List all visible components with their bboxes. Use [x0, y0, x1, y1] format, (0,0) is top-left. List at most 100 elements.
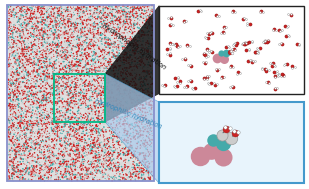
Point: [63, 116, 68, 119]
Point: [117, 54, 122, 57]
Point: [16, 29, 21, 32]
Point: [141, 30, 146, 33]
Point: [124, 150, 129, 153]
Point: [70, 57, 75, 60]
Point: [36, 89, 41, 92]
Point: [102, 19, 107, 22]
Point: [48, 5, 53, 8]
Point: [39, 100, 44, 103]
Point: [14, 87, 19, 90]
Point: [92, 11, 97, 14]
Point: [38, 38, 43, 41]
Point: [111, 175, 116, 178]
Point: [88, 97, 93, 100]
Point: [19, 108, 24, 111]
Point: [103, 164, 108, 167]
Point: [12, 46, 17, 49]
Point: [80, 28, 85, 31]
Point: [129, 138, 133, 141]
Point: [141, 16, 146, 19]
Point: [135, 20, 140, 23]
Point: [125, 34, 130, 37]
Point: [36, 112, 41, 115]
Point: [140, 99, 145, 102]
Point: [13, 104, 18, 107]
Point: [45, 72, 50, 75]
Point: [34, 91, 39, 94]
Point: [102, 49, 107, 52]
Point: [110, 104, 115, 107]
Point: [39, 33, 44, 36]
Point: [15, 21, 20, 24]
Point: [110, 5, 115, 9]
Point: [124, 162, 129, 165]
Point: [85, 148, 90, 151]
Point: [62, 31, 67, 34]
Point: [37, 6, 42, 9]
Point: [44, 160, 49, 163]
Point: [95, 16, 100, 19]
Point: [143, 37, 148, 40]
Point: [6, 62, 11, 65]
Point: [77, 15, 82, 18]
Point: [42, 111, 47, 114]
Point: [113, 80, 118, 83]
Point: [13, 81, 18, 84]
Point: [51, 101, 56, 104]
Point: [65, 81, 70, 84]
Point: [146, 5, 151, 8]
Point: [93, 152, 98, 155]
Point: [15, 91, 20, 94]
Point: [25, 58, 30, 61]
Point: [89, 166, 94, 169]
Point: [115, 151, 120, 154]
Point: [117, 70, 122, 74]
Point: [80, 58, 85, 61]
Point: [111, 104, 116, 107]
Point: [24, 26, 29, 29]
Point: [20, 94, 25, 97]
Point: [6, 59, 11, 62]
Point: [40, 146, 45, 149]
Point: [76, 107, 81, 110]
Point: [135, 45, 140, 48]
Point: [51, 32, 56, 35]
Point: [131, 38, 136, 41]
Point: [17, 124, 22, 127]
Point: [37, 130, 42, 133]
Point: [37, 36, 42, 40]
Point: [46, 137, 51, 140]
Point: [20, 24, 25, 27]
Point: [19, 153, 24, 156]
Point: [7, 174, 12, 177]
Point: [67, 28, 72, 31]
Point: [81, 88, 86, 91]
Point: [132, 43, 137, 46]
Point: [55, 34, 60, 37]
Point: [71, 126, 76, 129]
Point: [28, 20, 33, 23]
Point: [90, 59, 95, 62]
Point: [32, 24, 37, 27]
Point: [62, 108, 67, 111]
Point: [113, 54, 118, 57]
Point: [13, 10, 18, 13]
Point: [24, 41, 29, 44]
Point: [42, 62, 47, 65]
Point: [69, 36, 74, 39]
Point: [116, 51, 121, 54]
Point: [78, 84, 83, 87]
Point: [87, 151, 91, 154]
Point: [137, 9, 142, 12]
Point: [16, 28, 21, 31]
Point: [105, 18, 110, 21]
Point: [48, 121, 53, 124]
Point: [88, 63, 93, 66]
Point: [13, 85, 18, 88]
Point: [18, 142, 23, 145]
Point: [147, 11, 152, 14]
Point: [38, 128, 43, 131]
Point: [29, 58, 34, 61]
Point: [19, 113, 23, 116]
Point: [119, 60, 124, 63]
